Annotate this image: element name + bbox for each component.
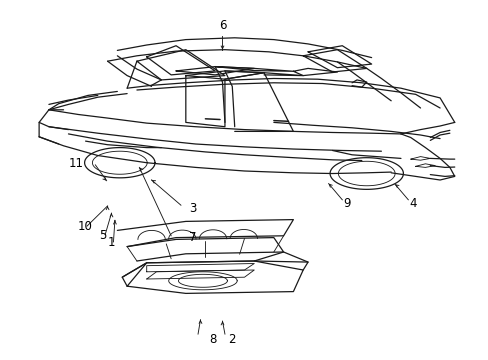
Text: 8: 8 [208,333,216,346]
Text: 5: 5 [99,229,106,242]
Text: 11: 11 [68,157,83,170]
Text: 1: 1 [107,237,115,249]
Text: 2: 2 [228,333,236,346]
Text: 4: 4 [408,197,416,210]
Text: 7: 7 [189,231,197,244]
Text: 9: 9 [343,197,350,210]
Text: 3: 3 [189,202,197,215]
Text: 6: 6 [218,19,226,32]
Text: 10: 10 [78,220,93,233]
